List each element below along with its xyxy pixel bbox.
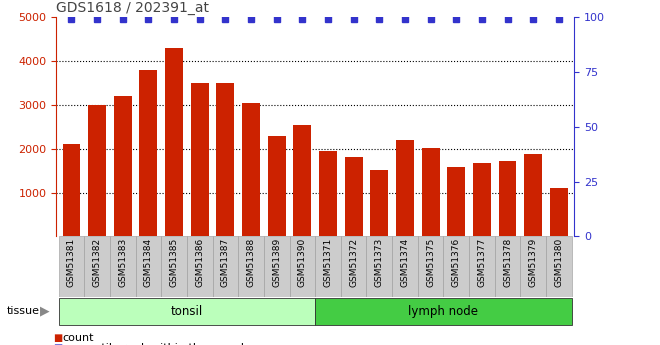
Text: count: count: [63, 333, 94, 343]
Bar: [187, 236, 213, 297]
Text: ■: ■: [53, 344, 62, 345]
Text: GSM51388: GSM51388: [247, 238, 255, 287]
Bar: [366, 236, 392, 297]
Bar: [238, 236, 264, 297]
Bar: [396, 140, 414, 236]
Text: GSM51382: GSM51382: [92, 238, 102, 287]
Bar: [550, 188, 568, 236]
Bar: [345, 157, 362, 236]
Bar: [495, 236, 520, 297]
Bar: [88, 105, 106, 236]
Text: GSM51373: GSM51373: [375, 238, 383, 287]
Bar: [165, 48, 183, 236]
Text: GSM51377: GSM51377: [477, 238, 486, 287]
Text: tissue: tissue: [7, 306, 40, 316]
Bar: [319, 151, 337, 236]
Text: GDS1618 / 202391_at: GDS1618 / 202391_at: [56, 1, 209, 15]
Text: lymph node: lymph node: [409, 305, 478, 318]
Bar: [418, 236, 444, 297]
Bar: [546, 236, 572, 297]
Bar: [59, 236, 84, 297]
Bar: [370, 170, 388, 236]
Bar: [473, 163, 491, 236]
Bar: [139, 70, 158, 236]
Bar: [469, 236, 495, 297]
Bar: [341, 236, 366, 297]
Bar: [422, 148, 440, 236]
Text: GSM51383: GSM51383: [118, 238, 127, 287]
Bar: [315, 236, 341, 297]
Text: GSM51384: GSM51384: [144, 238, 153, 287]
Bar: [315, 298, 572, 325]
Text: GSM51387: GSM51387: [221, 238, 230, 287]
Text: GSM51390: GSM51390: [298, 238, 307, 287]
Text: GSM51372: GSM51372: [349, 238, 358, 287]
Bar: [213, 236, 238, 297]
Text: percentile rank within the sample: percentile rank within the sample: [63, 344, 251, 345]
Bar: [444, 236, 469, 297]
Bar: [135, 236, 161, 297]
Text: GSM51381: GSM51381: [67, 238, 76, 287]
Text: ■: ■: [53, 333, 62, 343]
Text: GSM51378: GSM51378: [503, 238, 512, 287]
Text: ▶: ▶: [40, 305, 50, 318]
Bar: [524, 154, 542, 236]
Bar: [63, 144, 81, 236]
Text: GSM51386: GSM51386: [195, 238, 204, 287]
Bar: [84, 236, 110, 297]
Bar: [242, 103, 260, 236]
Text: GSM51371: GSM51371: [323, 238, 333, 287]
Text: GSM51374: GSM51374: [401, 238, 409, 287]
Text: GSM51385: GSM51385: [170, 238, 179, 287]
Bar: [293, 125, 312, 236]
Bar: [264, 236, 290, 297]
Text: GSM51379: GSM51379: [529, 238, 538, 287]
Text: tonsil: tonsil: [171, 305, 203, 318]
Text: GSM51375: GSM51375: [426, 238, 435, 287]
Bar: [392, 236, 418, 297]
Bar: [191, 83, 209, 236]
Text: GSM51380: GSM51380: [554, 238, 564, 287]
Bar: [59, 298, 315, 325]
Bar: [498, 161, 517, 236]
Bar: [520, 236, 546, 297]
Bar: [268, 136, 286, 236]
Bar: [290, 236, 315, 297]
Bar: [447, 167, 465, 236]
Bar: [161, 236, 187, 297]
Bar: [114, 96, 132, 236]
Text: GSM51389: GSM51389: [272, 238, 281, 287]
Bar: [110, 236, 135, 297]
Text: GSM51376: GSM51376: [451, 238, 461, 287]
Bar: [216, 83, 234, 236]
